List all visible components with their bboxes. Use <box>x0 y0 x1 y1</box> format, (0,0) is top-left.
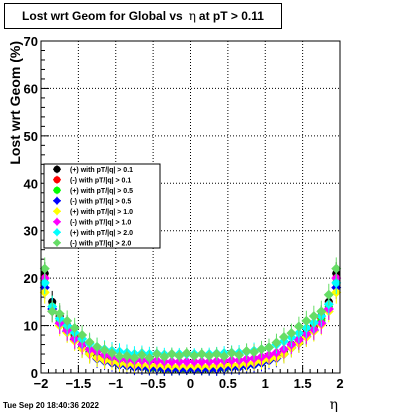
data-point <box>331 263 342 274</box>
x-tick-label: −2 <box>34 376 49 391</box>
legend-marker <box>53 196 61 205</box>
data-point <box>293 321 304 332</box>
y-tick-label: 50 <box>24 129 38 144</box>
y-tick-label: 40 <box>24 176 38 191</box>
y-axis-label: Lost wrt Geom (%) <box>7 41 23 165</box>
data-point <box>69 322 80 333</box>
x-tick-label: 0.5 <box>219 376 237 391</box>
legend-marker <box>53 217 61 226</box>
legend-marker <box>53 176 61 184</box>
data-point <box>301 315 312 326</box>
x-tick-label: 2 <box>336 376 343 391</box>
data-point <box>129 352 140 363</box>
data-point <box>256 344 267 355</box>
title-suffix: at pT > 0.11 <box>198 9 264 23</box>
data-point <box>241 346 252 357</box>
legend-marker <box>53 207 61 216</box>
legend-label: (+) with pT/|q| > 0.5 <box>70 188 133 195</box>
data-point <box>114 351 125 362</box>
data-point <box>99 345 110 356</box>
y-tick-label: 10 <box>24 319 38 334</box>
chart-title: Lost wrt Geom for Global vs η at pT > 0.11 <box>5 9 281 23</box>
legend-label: (-) with pT/|q| > 1.0 <box>70 219 131 226</box>
data-point <box>189 350 200 361</box>
data-point <box>316 306 327 317</box>
data-point <box>84 337 95 348</box>
x-tick-label: 0 <box>187 376 194 391</box>
data-point <box>39 263 50 274</box>
y-tick-label: 0 <box>31 366 38 381</box>
y-tick-label: 70 <box>24 34 38 49</box>
legend-label: (+) with pT/|q| > 2.0 <box>70 230 133 237</box>
plot-frame <box>40 40 341 374</box>
data-point <box>271 337 282 348</box>
data-point <box>196 356 207 367</box>
series-8 <box>39 257 342 366</box>
data-point <box>226 348 237 359</box>
data-point <box>54 308 65 319</box>
timestamp: Tue Sep 20 18:40:36 2022 <box>3 401 99 410</box>
data-point <box>166 356 177 367</box>
legend-box <box>43 163 161 249</box>
legend-marker <box>53 165 61 173</box>
data-point <box>196 349 207 360</box>
legend-marker <box>53 186 61 194</box>
title-eta-symbol: η <box>188 9 196 23</box>
data-point <box>263 342 274 353</box>
legend-label: (+) with pT/|q| > 0.1 <box>70 167 133 174</box>
x-tick-label: −0.5 <box>140 376 166 391</box>
data-point <box>92 341 103 352</box>
data-point <box>249 347 260 358</box>
data-point <box>121 350 132 361</box>
data-point <box>308 311 319 322</box>
data-point <box>211 349 222 360</box>
data-point <box>331 277 342 288</box>
legend-label: (-) with pT/|q| > 0.5 <box>70 198 131 205</box>
data-point <box>39 277 50 288</box>
y-tick-label: 60 <box>24 81 38 96</box>
x-tick-label: −1 <box>108 376 123 391</box>
legend-label: (-) with pT/|q| > 2.0 <box>70 240 131 247</box>
y-tick-label: 30 <box>24 224 38 239</box>
x-tick-label: −1.5 <box>66 376 92 391</box>
data-point <box>144 352 155 363</box>
data-point <box>204 350 215 361</box>
data-point <box>47 306 58 317</box>
data-point <box>219 351 230 362</box>
x-tick-label: 1 <box>262 376 269 391</box>
title-prefix: Lost wrt Geom for Global vs <box>22 9 183 23</box>
data-point <box>278 331 289 342</box>
data-point <box>159 351 170 362</box>
data-point <box>166 349 177 360</box>
data-point <box>181 348 192 359</box>
data-point <box>62 315 73 326</box>
x-axis-label: η <box>330 397 338 413</box>
data-point <box>323 289 334 300</box>
data-point <box>181 356 192 367</box>
data-point <box>234 349 245 360</box>
data-point <box>77 330 88 341</box>
legend-label: (+) with pT/|q| > 1.0 <box>70 209 133 216</box>
data-point <box>151 349 162 360</box>
legend-marker <box>53 238 61 247</box>
x-tick-label: 1.5 <box>294 376 312 391</box>
data-point <box>211 356 222 367</box>
data-point <box>286 328 297 339</box>
data-point <box>136 349 147 360</box>
data-point <box>174 350 185 361</box>
legend-marker <box>53 228 61 237</box>
chart-title-box: Lost wrt Geom for Global vs η at pT > 0.11 <box>4 3 282 29</box>
y-tick-label: 20 <box>24 271 38 286</box>
legend-label: (-) with pT/|q| > 0.1 <box>70 177 131 184</box>
data-point <box>107 348 118 359</box>
